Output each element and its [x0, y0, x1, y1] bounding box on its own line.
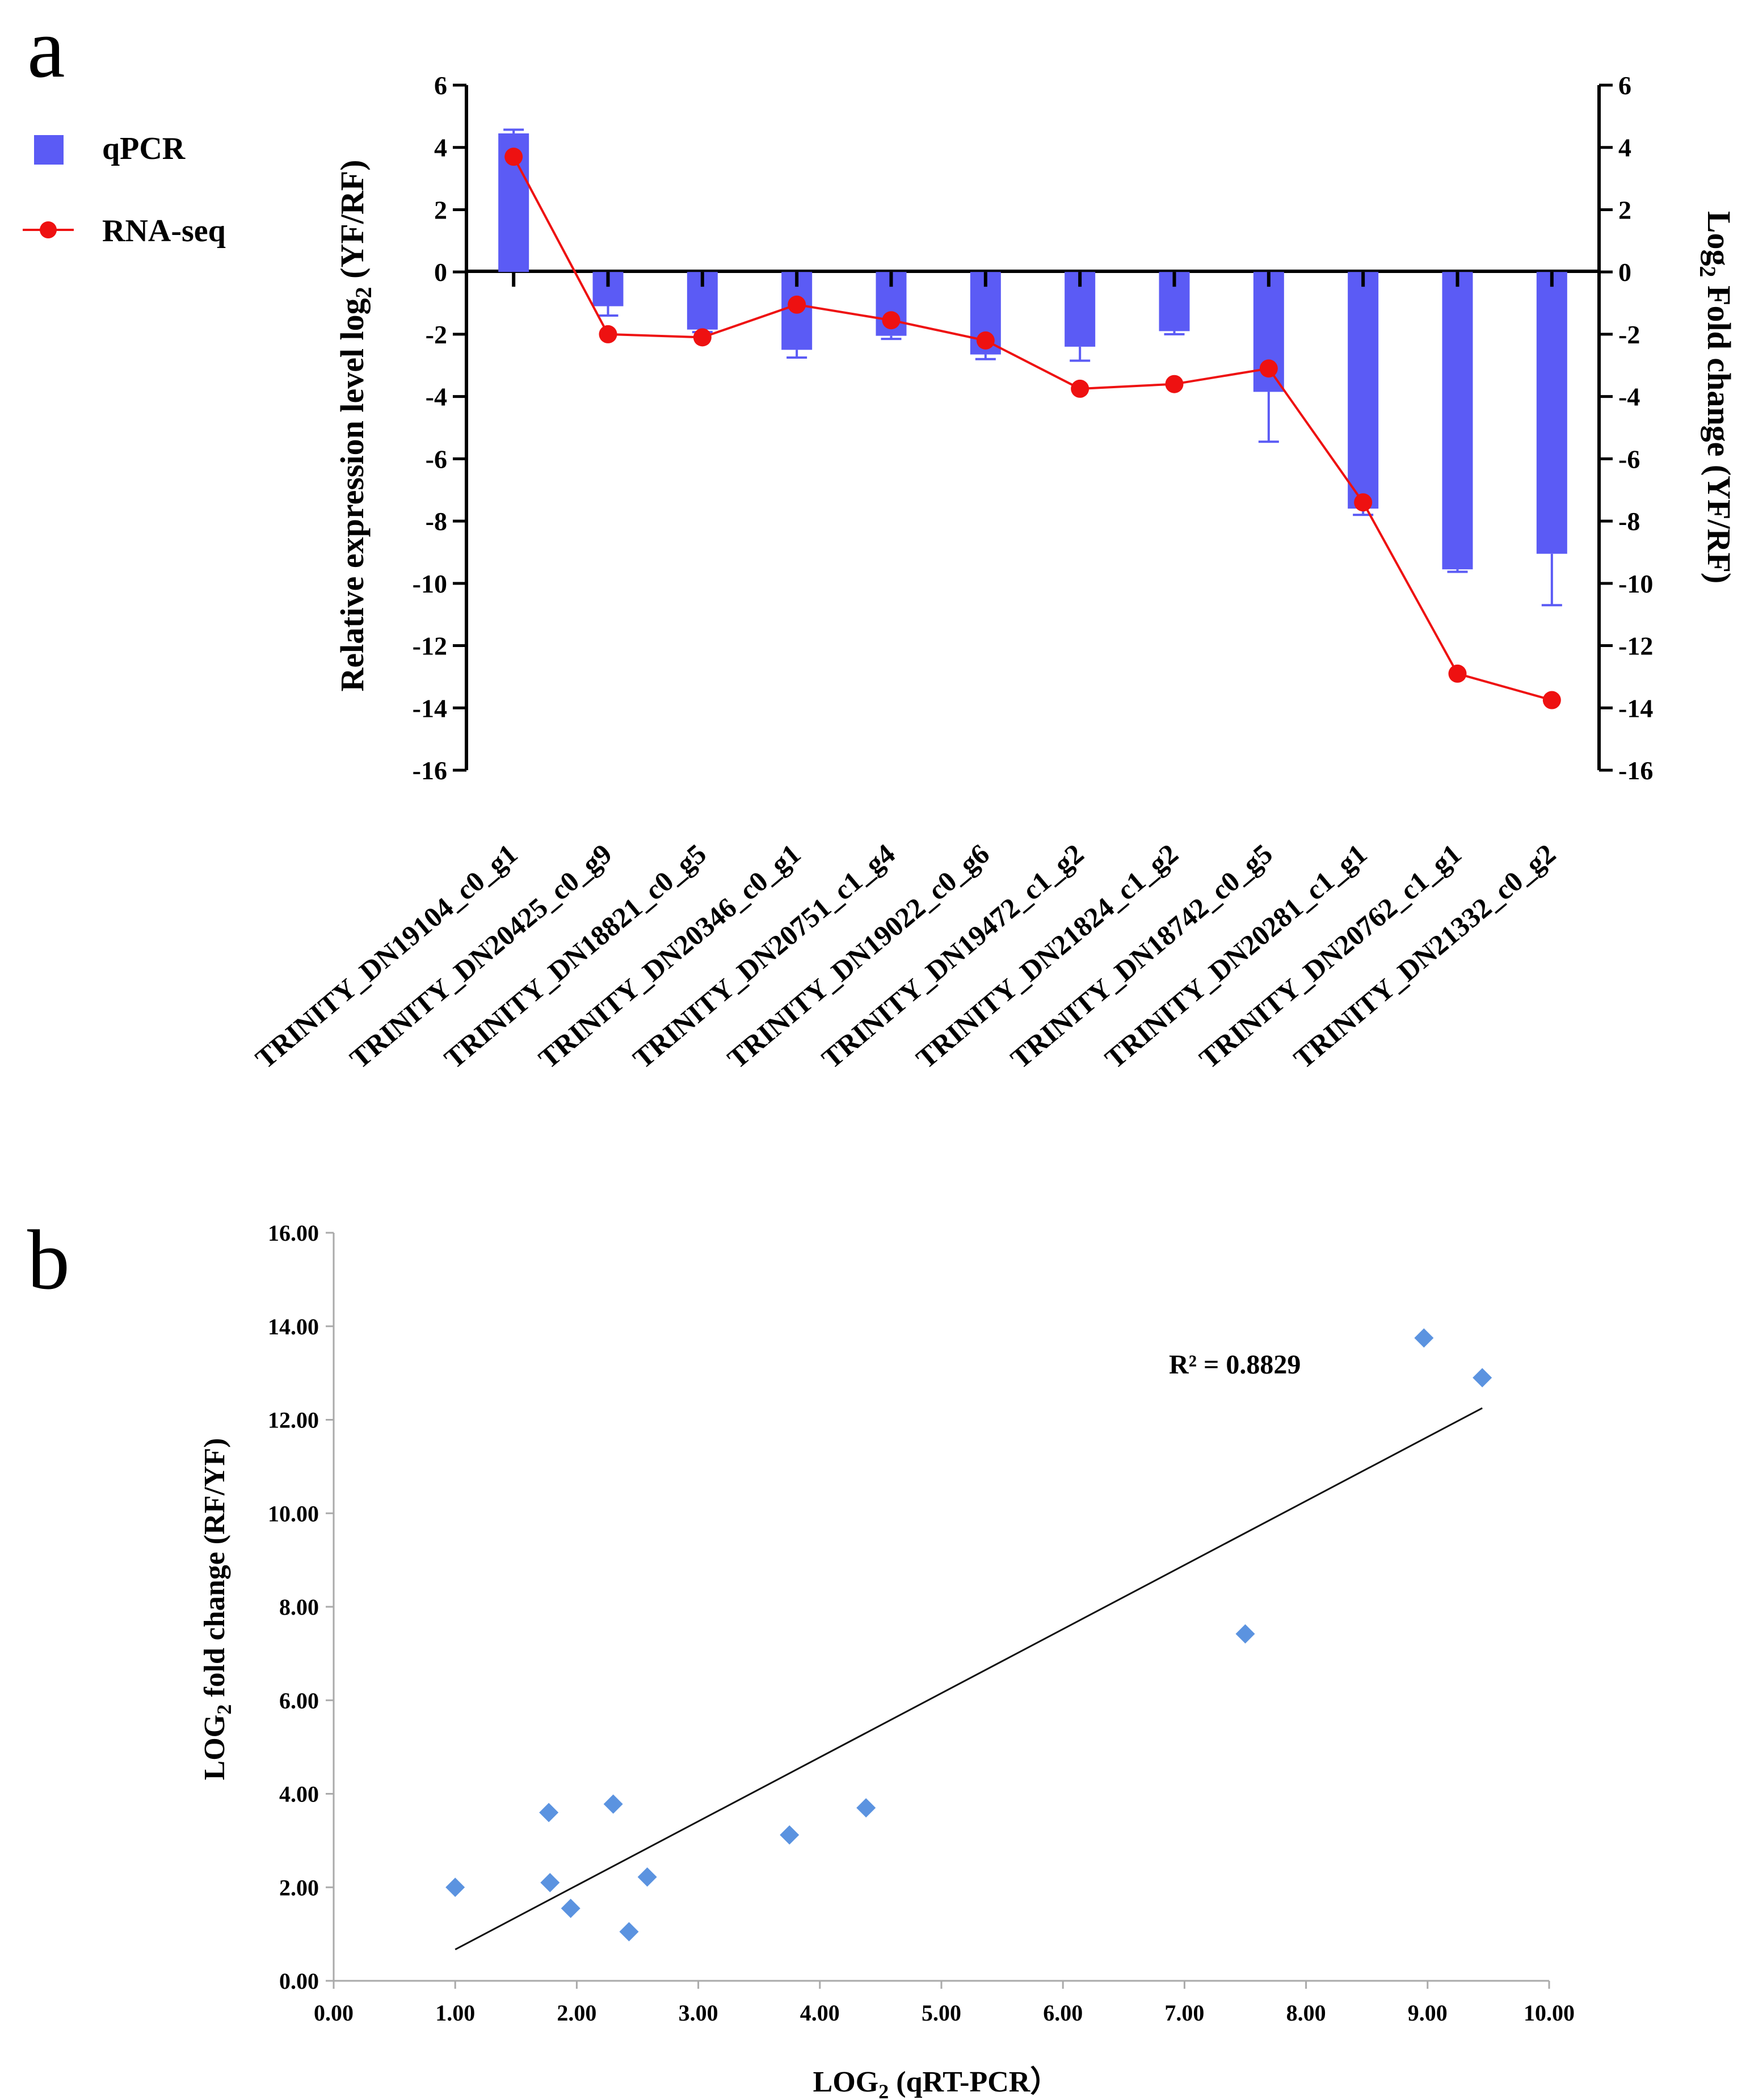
b-y-tick-label-1: 2.00	[279, 1875, 319, 1900]
b-y-tick-label-4: 8.00	[279, 1594, 319, 1620]
rnaseq-point-1	[599, 325, 617, 343]
right-tick-label-0: 6	[1618, 71, 1631, 100]
trendline	[455, 1407, 1483, 1951]
right-tick-label-4: -2	[1618, 320, 1640, 349]
left-tick-label-4: -2	[426, 320, 447, 349]
left-y-axis-title: Relative expression level log2 (YF/RF)	[334, 159, 376, 691]
scatter-point-8	[856, 1798, 876, 1818]
scatter-point-5	[619, 1922, 639, 1942]
panel-a-label: a	[27, 1, 65, 95]
b-x-tick-label-8: 8.00	[1286, 2000, 1326, 2026]
qpcr-bars	[498, 133, 1567, 570]
rnaseq-point-0	[504, 148, 523, 166]
left-tick-label-5: -4	[426, 383, 447, 411]
right-tick-label-7: -8	[1618, 507, 1640, 536]
b-x-tick-label-5: 5.00	[922, 2000, 961, 2026]
left-tick-label-7: -8	[426, 507, 447, 536]
right-tick-label-8: -10	[1618, 569, 1653, 598]
legend-marker-rnaseq	[40, 221, 57, 238]
panel-a: a qPCR RNA-seq 6420-2-4-6-8-10-12-14-16 …	[23, 1, 1738, 1074]
left-tick-label-6: -6	[426, 444, 447, 473]
scatter-point-0	[445, 1878, 465, 1897]
b-x-axis-title: LOG2 (qRT-PCR）	[813, 2065, 1060, 2100]
rnaseq-point-3	[788, 295, 806, 314]
scatter-point-3	[561, 1899, 580, 1918]
left-tick-label-3: 0	[434, 258, 447, 287]
legend-swatch-qpcr	[34, 135, 64, 165]
legend-label-rnaseq: RNA-seq	[102, 213, 226, 249]
rnaseq-point-4	[882, 311, 901, 330]
rnaseq-point-8	[1259, 359, 1278, 378]
b-x-tick-label-1: 1.00	[435, 2000, 475, 2026]
left-tick-label-9: -12	[413, 632, 447, 661]
b-y-axis-title: LOG2 fold change (RF/YF)	[199, 1438, 235, 1780]
right-y-ticks: 6 4 2 0 -2 -4 -6 -8 -10 -12 -14 -16	[1599, 71, 1653, 785]
category-ticks	[512, 272, 1554, 287]
right-tick-label-5: -4	[1618, 383, 1640, 411]
rnaseq-point-7	[1165, 375, 1184, 393]
r-squared-annotation: R² = 0.8829	[1169, 1350, 1301, 1380]
b-y-tick-label-0: 0.00	[279, 1968, 319, 1994]
rnaseq-point-6	[1071, 379, 1089, 398]
qpcr-bar-9	[1348, 272, 1379, 509]
right-tick-label-3: 0	[1618, 258, 1631, 287]
b-y-tick-label-3: 6.00	[279, 1688, 319, 1713]
scatter-point-10	[1414, 1328, 1434, 1348]
rnaseq-point-10	[1448, 664, 1467, 683]
b-x-ticks: 0.00 1.00 2.00 3.00 4.00 5.00 6.00 7.00 8.00 9.00…	[314, 1981, 1575, 2026]
b-x-tick-label-7: 7.00	[1164, 2000, 1204, 2026]
b-x-tick-label-6: 6.00	[1043, 2000, 1083, 2026]
right-tick-label-11: -16	[1618, 756, 1653, 785]
rnaseq-point-2	[693, 328, 712, 347]
rnaseq-series	[504, 148, 1561, 709]
scatter-points	[445, 1328, 1492, 1942]
scatter-point-7	[780, 1825, 800, 1845]
right-tick-label-1: 4	[1618, 133, 1631, 162]
qpcr-bar-10	[1442, 272, 1473, 570]
scatter-point-1	[539, 1803, 559, 1822]
rnaseq-point-9	[1354, 493, 1373, 512]
right-tick-label-6: -6	[1618, 444, 1640, 473]
category-labels: TRINITY_DN19104_c0_g1TRINITY_DN20425_c0_…	[249, 838, 1562, 1075]
legend-label-qpcr: qPCR	[102, 131, 186, 166]
left-tick-label-2: 2	[434, 195, 447, 224]
qpcr-error-bars	[503, 128, 1562, 607]
left-tick-label-10: -14	[413, 694, 447, 723]
scatter-point-6	[637, 1867, 657, 1887]
panel-b: b 0.00 2.00 4.00 6.00 8.00 10.00 12.00 14.00 16.…	[27, 1213, 1575, 2100]
legend: qPCR RNA-seq	[23, 131, 226, 249]
qpcr-bar-11	[1536, 272, 1567, 554]
b-x-tick-label-3: 3.00	[679, 2000, 718, 2026]
left-tick-label-0: 6	[434, 71, 447, 100]
scatter-point-11	[1473, 1368, 1492, 1388]
b-y-ticks: 0.00 2.00 4.00 6.00 8.00 10.00 12.00 14.00 16.00	[268, 1220, 334, 1994]
right-tick-label-2: 2	[1618, 195, 1631, 224]
scatter-point-2	[540, 1873, 560, 1893]
right-y-axis-title: Log2 Fold change (YF/RF)	[1695, 211, 1738, 583]
panel-b-label: b	[27, 1213, 70, 1307]
right-tick-label-10: -14	[1618, 694, 1653, 723]
b-y-tick-label-8: 16.00	[268, 1220, 319, 1246]
left-tick-label-8: -10	[413, 569, 447, 598]
b-x-tick-label-4: 4.00	[800, 2000, 840, 2026]
b-y-tick-label-6: 12.00	[268, 1408, 319, 1433]
b-y-tick-label-5: 10.00	[268, 1501, 319, 1526]
right-tick-label-9: -12	[1618, 632, 1653, 661]
rnaseq-point-5	[976, 331, 995, 350]
scatter-point-4	[603, 1794, 623, 1814]
b-x-tick-label-10: 10.00	[1524, 2000, 1575, 2026]
left-tick-label-1: 4	[434, 133, 447, 162]
b-x-tick-label-2: 2.00	[557, 2000, 596, 2026]
b-x-tick-label-0: 0.00	[314, 2000, 354, 2026]
b-y-tick-label-7: 14.00	[268, 1314, 319, 1339]
left-y-ticks: 6 4 2 0 -2 -4 -6 -8 -10 -12 -14 -16	[413, 71, 466, 785]
rnaseq-line	[512, 156, 1553, 702]
rnaseq-point-11	[1542, 691, 1561, 709]
scatter-point-9	[1235, 1624, 1255, 1644]
left-tick-label-11: -16	[413, 756, 447, 785]
b-x-tick-label-9: 9.00	[1408, 2000, 1448, 2026]
b-y-tick-label-2: 4.00	[279, 1782, 319, 1807]
